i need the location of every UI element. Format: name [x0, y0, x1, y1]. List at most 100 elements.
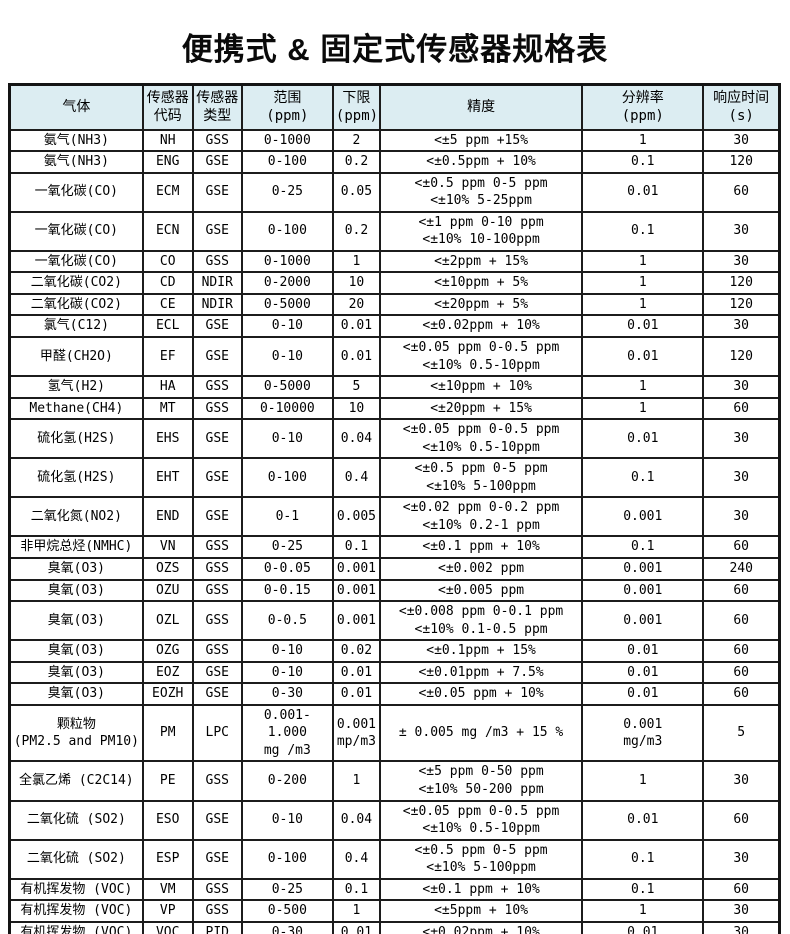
cell-resolution: 0.01 — [581, 639, 705, 663]
cell-response: 60 — [702, 600, 781, 642]
table-row: 有机挥发物 (VOC) VOC PID 0-30 0.01 <±0.02ppm + 10%… — [8, 920, 781, 934]
cell-type: GSE — [191, 799, 243, 841]
cell-gas: 颗粒物 (PM2.5 and PM10) — [8, 703, 144, 763]
cell-range: 0-5000 — [240, 292, 334, 317]
cell-gas: 一氧化碳(CO) — [8, 171, 144, 213]
cell-code: ECN — [141, 210, 194, 252]
cell-response: 30 — [702, 128, 781, 153]
cell-gas: 氯气(C12) — [8, 314, 144, 338]
cell-type: GSE — [191, 682, 243, 706]
cell-gas: 氨气(NH3) — [8, 128, 144, 153]
cell-response: 60 — [702, 396, 781, 421]
cell-type: GSS — [191, 557, 243, 581]
cell-range: 0-0.5 — [240, 600, 334, 642]
cell-accuracy: <±0.005 ppm — [378, 578, 584, 603]
cell-limit: 0.04 — [331, 418, 381, 460]
cell-code: ESO — [141, 799, 194, 841]
table-row: 二氧化氮(NO2) END GSE 0-1 0.005 <±0.02 ppm 0-0.2 … — [8, 496, 781, 538]
cell-code: EHT — [141, 457, 194, 499]
cell-response: 30 — [702, 314, 781, 338]
cell-resolution: 1 — [581, 396, 705, 421]
cell-accuracy: <±2ppm + 15% — [378, 249, 584, 274]
cell-limit: 0.05 — [331, 171, 381, 213]
cell-response: 30 — [702, 920, 781, 934]
cell-response: 30 — [702, 838, 781, 880]
cell-accuracy: <±0.1ppm + 15% — [378, 639, 584, 663]
column-header-response: 响应时间 (s) — [702, 83, 781, 131]
cell-accuracy: <±0.02ppm + 10% — [378, 920, 584, 934]
cell-range: 0-0.15 — [240, 578, 334, 603]
table-row: 臭氧(O3) OZL GSS 0-0.5 0.001 <±0.008 ppm 0-0.1 … — [8, 600, 781, 642]
spec-table: 气体 传感器 代码 传感器 类型 范围 (ppm) 下限 (ppm) 精度 分辨率 (ppm) 响应时间… — [8, 83, 781, 934]
cell-limit: 0.01 — [331, 314, 381, 338]
column-header-accuracy: 精度 — [378, 83, 584, 131]
cell-response: 60 — [702, 578, 781, 603]
cell-limit: 2 — [331, 128, 381, 153]
cell-range: 0-25 — [240, 171, 334, 213]
cell-code: ECL — [141, 314, 194, 338]
cell-limit: 0.1 — [331, 535, 381, 559]
cell-gas: 有机挥发物 (VOC) — [8, 899, 144, 923]
cell-limit: 20 — [331, 292, 381, 317]
cell-range: 0-500 — [240, 899, 334, 923]
cell-accuracy: <±1 ppm 0-10 ppm <±10% 10-100ppm — [378, 210, 584, 252]
cell-type: GSS — [191, 639, 243, 663]
cell-resolution: 0.01 — [581, 335, 705, 378]
cell-range: 0-200 — [240, 760, 334, 802]
table-row: 氨气(NH3) ENG GSE 0-100 0.2 <±0.5ppm + 10% 0.1 12… — [8, 150, 781, 174]
cell-resolution: 0.01 — [581, 660, 705, 685]
cell-code: HA — [141, 375, 194, 399]
column-header-code: 传感器 代码 — [141, 83, 194, 131]
table-row: 一氧化碳(CO) CO GSS 0-1000 1 <±2ppm + 15% 1 30 — [8, 249, 781, 274]
cell-type: GSS — [191, 128, 243, 153]
cell-code: VN — [141, 535, 194, 559]
cell-gas: 硫化氢(H2S) — [8, 418, 144, 460]
cell-resolution: 1 — [581, 249, 705, 274]
cell-range: 0-100 — [240, 210, 334, 252]
cell-response: 60 — [702, 799, 781, 841]
cell-gas: 一氧化碳(CO) — [8, 249, 144, 274]
table-row: 臭氧(O3) OZU GSS 0-0.15 0.001 <±0.005 ppm 0.001 6… — [8, 578, 781, 603]
cell-type: GSS — [191, 899, 243, 923]
column-header-gas: 气体 — [8, 83, 144, 131]
cell-type: GSE — [191, 150, 243, 174]
cell-resolution: 1 — [581, 271, 705, 295]
cell-response: 30 — [702, 457, 781, 499]
cell-code: ECM — [141, 171, 194, 213]
cell-code: PM — [141, 703, 194, 763]
cell-accuracy: <±5 ppm 0-50 ppm <±10% 50-200 ppm — [378, 760, 584, 802]
cell-range: 0-10 — [240, 660, 334, 685]
cell-resolution: 1 — [581, 292, 705, 317]
cell-accuracy: <±0.01ppm + 7.5% — [378, 660, 584, 685]
cell-response: 60 — [702, 639, 781, 663]
table-row: 氨气(NH3) NH GSS 0-1000 2 <±5 ppm +15% 1 30 — [8, 128, 781, 153]
cell-code: VM — [141, 877, 194, 902]
cell-response: 30 — [702, 760, 781, 802]
cell-range: 0-1000 — [240, 249, 334, 274]
cell-resolution: 0.001 — [581, 578, 705, 603]
cell-accuracy: <±0.5 ppm 0-5 ppm <±10% 5-25ppm — [378, 171, 584, 213]
cell-type: LPC — [191, 703, 243, 763]
cell-range: 0-10 — [240, 418, 334, 460]
cell-resolution: 0.01 — [581, 171, 705, 213]
cell-resolution: 1 — [581, 760, 705, 802]
cell-type: GSS — [191, 760, 243, 802]
cell-limit: 0.01 — [331, 920, 381, 934]
cell-limit: 0.02 — [331, 639, 381, 663]
cell-resolution: 0.001 mg/m3 — [581, 703, 705, 763]
cell-gas: 二氧化碳(CO2) — [8, 292, 144, 317]
cell-response: 120 — [702, 271, 781, 295]
cell-range: 0-2000 — [240, 271, 334, 295]
cell-resolution: 0.01 — [581, 799, 705, 841]
cell-range: 0-10 — [240, 799, 334, 841]
cell-code: EOZ — [141, 660, 194, 685]
cell-type: GSS — [191, 578, 243, 603]
cell-accuracy: <±0.02 ppm 0-0.2 ppm <±10% 0.2-1 ppm — [378, 496, 584, 538]
cell-limit: 0.001 — [331, 578, 381, 603]
cell-range: 0-25 — [240, 877, 334, 902]
cell-limit: 5 — [331, 375, 381, 399]
table-row: 二氧化硫 (SO2) ESP GSE 0-100 0.4 <±0.5 ppm 0-5 pp… — [8, 838, 781, 880]
cell-type: PID — [191, 920, 243, 934]
cell-gas: 氨气(NH3) — [8, 150, 144, 174]
cell-type: GSE — [191, 335, 243, 378]
